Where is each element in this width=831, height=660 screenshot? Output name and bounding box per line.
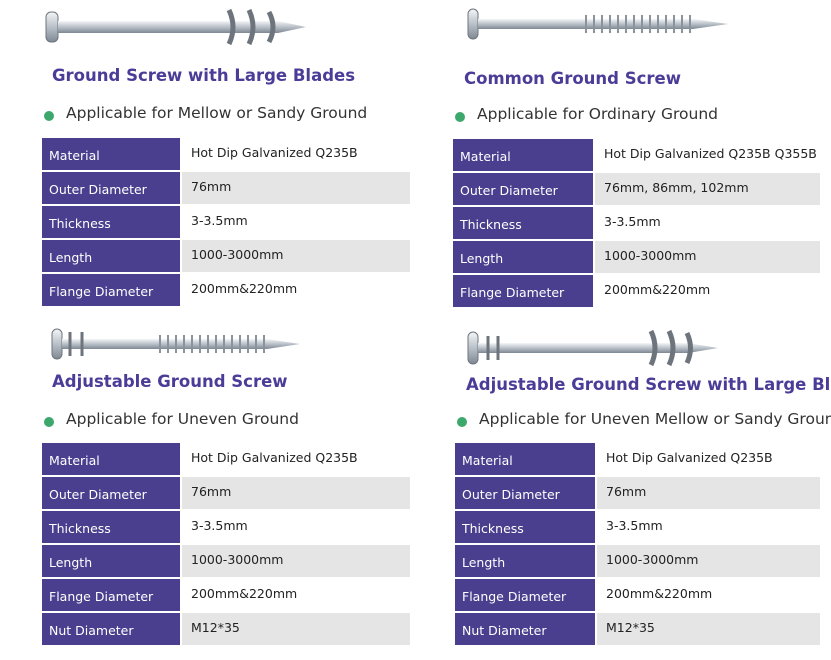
spec-value: 76mm xyxy=(182,172,410,204)
spec-value: 1000-3000mm xyxy=(182,545,410,577)
bullet xyxy=(44,111,54,121)
spec-value: 3-3.5mm xyxy=(604,214,661,229)
screw-image xyxy=(467,329,718,367)
bullet xyxy=(455,112,465,122)
spec-label: Nut Diameter xyxy=(455,613,595,645)
applicability: Applicable for Uneven Mellow or Sandy Gr… xyxy=(479,410,831,428)
spec-value: 200mm&220mm xyxy=(604,282,711,297)
product-title: Ground Screw with Large Blades xyxy=(52,66,356,85)
spec-value: 200mm&220mm xyxy=(191,586,298,601)
spec-value: 3-3.5mm xyxy=(191,518,248,533)
applicability: Applicable for Mellow or Sandy Ground xyxy=(66,104,368,122)
spec-value: Hot Dip Galvanized Q235B xyxy=(191,145,358,160)
spec-label: Length xyxy=(42,545,180,577)
spec-label: Outer Diameter xyxy=(42,172,180,204)
spec-label: Length xyxy=(455,545,595,577)
spec-label: Length xyxy=(42,240,180,272)
bullet xyxy=(44,417,54,427)
spec-label: Outer Diameter xyxy=(42,477,180,509)
spec-value: 1000-3000mm xyxy=(597,545,820,577)
product-title: Common Ground Screw xyxy=(464,69,681,88)
spec-value: Hot Dip Galvanized Q235B xyxy=(191,450,358,465)
spec-value: M12*35 xyxy=(182,613,410,645)
spec-label: Material xyxy=(455,443,595,475)
spec-label: Thickness xyxy=(42,511,180,543)
applicability: Applicable for Uneven Ground xyxy=(66,410,299,428)
spec-value: 200mm&220mm xyxy=(606,586,713,601)
spec-label: Material xyxy=(42,138,180,170)
product-title: Adjustable Ground Screw with Large Blade… xyxy=(466,375,831,394)
spec-value: 1000-3000mm xyxy=(595,241,820,273)
spec-value: Hot Dip Galvanized Q235B Q355B xyxy=(604,146,817,161)
applicability: Applicable for Ordinary Ground xyxy=(477,105,719,123)
spec-label: Thickness xyxy=(42,206,180,238)
spec-label: Material xyxy=(42,443,180,475)
screw-image xyxy=(45,8,306,46)
product-title: Adjustable Ground Screw xyxy=(52,372,288,391)
spec-label: Thickness xyxy=(453,207,593,239)
screw-image xyxy=(51,328,300,360)
spec-label: Length xyxy=(453,241,593,273)
spec-value: 76mm xyxy=(597,477,820,509)
spec-label: Thickness xyxy=(455,511,595,543)
spec-label: Material xyxy=(453,139,593,171)
spec-label: Flange Diameter xyxy=(453,275,593,307)
spec-value: 1000-3000mm xyxy=(182,240,410,272)
spec-value: 3-3.5mm xyxy=(606,518,663,533)
spec-label: Flange Diameter xyxy=(455,579,595,611)
spec-label: Flange Diameter xyxy=(42,274,180,306)
bullet xyxy=(457,417,467,427)
spec-value: M12*35 xyxy=(597,613,820,645)
spec-label: Outer Diameter xyxy=(453,173,593,205)
spec-value: 76mm, 86mm, 102mm xyxy=(595,173,820,205)
spec-value: 3-3.5mm xyxy=(191,213,248,228)
screw-image xyxy=(467,8,728,40)
spec-value: 76mm xyxy=(182,477,410,509)
spec-value: 200mm&220mm xyxy=(191,281,298,296)
spec-label: Flange Diameter xyxy=(42,579,180,611)
spec-label: Nut Diameter xyxy=(42,613,180,645)
spec-label: Outer Diameter xyxy=(455,477,595,509)
spec-value: Hot Dip Galvanized Q235B xyxy=(606,450,773,465)
